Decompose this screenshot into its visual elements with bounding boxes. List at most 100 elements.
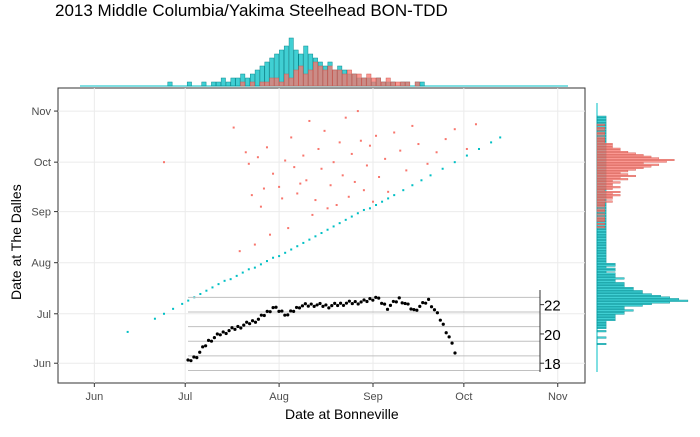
- scatter-point: [335, 204, 338, 207]
- scatter-point: [368, 144, 371, 147]
- temp-point: [424, 301, 428, 305]
- scatter-point: [284, 251, 287, 254]
- right-hist-bar: [596, 184, 613, 187]
- right-hist-bar: [596, 211, 607, 214]
- right-hist-bar: [596, 198, 605, 201]
- right-hist-bar: [596, 130, 607, 133]
- y-tick-label: Sep: [31, 207, 51, 219]
- temp-point: [315, 303, 319, 307]
- temp-point: [303, 302, 307, 306]
- scatter-point: [353, 180, 356, 183]
- panel-border: [57, 87, 586, 384]
- temp-point: [221, 330, 225, 334]
- right-hist-bar: [596, 174, 636, 177]
- temp-point: [212, 335, 217, 340]
- top-hist-bar: [264, 81, 270, 87]
- right-hist-bar: [596, 242, 607, 245]
- scatter-point: [344, 116, 347, 119]
- temp-point: [394, 300, 398, 304]
- temp-point: [227, 329, 231, 333]
- scatter-point: [126, 330, 129, 333]
- right-hist-bar: [596, 126, 605, 129]
- top-hist-bar: [250, 81, 255, 87]
- right-hist-bar: [596, 173, 629, 176]
- top-hist-bar: [390, 81, 396, 87]
- right-hist-bar: [596, 253, 607, 256]
- right-hist-bar: [596, 179, 613, 182]
- x-axis-label: Date at Bonneville: [285, 406, 399, 422]
- right-hist-bar: [596, 272, 616, 275]
- scatter-point: [356, 212, 359, 215]
- scatter-point: [368, 207, 371, 210]
- scatter-point: [402, 189, 405, 192]
- right-hist-bar: [596, 158, 675, 161]
- scatter-point: [387, 197, 390, 200]
- right-hist-bar: [596, 142, 613, 145]
- right-hist-bar: [596, 317, 616, 320]
- top-hist-bar: [351, 73, 357, 87]
- right-hist-bar: [596, 213, 605, 216]
- top-hist-bar: [337, 69, 343, 87]
- right-hist-bar: [596, 295, 661, 298]
- scatter-point: [420, 179, 423, 182]
- x-tick-label: Jul: [178, 391, 192, 403]
- scatter-point: [405, 169, 408, 172]
- scatter-point: [296, 192, 299, 195]
- temp-point: [362, 298, 366, 302]
- temp-point: [356, 302, 360, 306]
- scatter-point: [429, 174, 432, 177]
- right-hist-bar: [596, 229, 607, 232]
- right-hist-bar: [596, 155, 652, 158]
- top-hist-bar: [240, 81, 246, 87]
- scatter-point: [223, 279, 226, 282]
- right-hist-bar: [596, 248, 607, 251]
- scatter-point: [253, 266, 256, 269]
- right-hist-bar: [596, 208, 605, 211]
- grid-lines: [58, 88, 585, 383]
- y-tick-label: Jun: [33, 358, 51, 370]
- temp-point: [253, 320, 258, 324]
- temp-point: [353, 299, 357, 304]
- scatter-point: [163, 161, 166, 164]
- temp-point: [391, 299, 395, 304]
- temp-point: [368, 297, 372, 301]
- right-hist-bar: [596, 214, 607, 217]
- temp-point: [256, 317, 261, 321]
- temp-point: [421, 300, 425, 305]
- temp-point: [192, 355, 196, 359]
- right-hist-bar: [596, 269, 616, 272]
- temp-tick-label: 18: [544, 356, 561, 373]
- top-hist-bar: [201, 81, 207, 87]
- right-hist-bar: [596, 266, 607, 269]
- right-hist-bar: [596, 250, 607, 253]
- temp-point: [230, 326, 234, 330]
- right-hist-bar: [596, 218, 605, 221]
- scatter-point: [296, 245, 299, 248]
- temp-point: [347, 299, 351, 303]
- scatter-point: [317, 147, 320, 150]
- scatter-point: [278, 185, 281, 188]
- right-hist-bar: [596, 291, 643, 294]
- right-hist-bar: [596, 202, 605, 205]
- right-hist-bar: [596, 235, 607, 238]
- x-tick-label: Sep: [363, 391, 383, 403]
- right-hist-bar: [596, 267, 616, 270]
- right-hist-bar: [596, 152, 636, 155]
- temp-point: [300, 304, 305, 308]
- right-hist-bar: [596, 323, 607, 326]
- scatter-point: [320, 232, 323, 235]
- temp-point: [306, 304, 310, 308]
- right-hist-bar: [596, 194, 621, 197]
- top-hist-bar: [245, 77, 250, 87]
- right-hist-bar: [596, 246, 607, 249]
- temp-point: [365, 299, 369, 304]
- scatter-point: [199, 293, 202, 296]
- right-hist-bar: [596, 222, 605, 225]
- scatter-point: [229, 278, 232, 281]
- top-hist-bar: [342, 73, 347, 87]
- scatter-point: [256, 156, 259, 159]
- right-hist-bar: [596, 288, 634, 291]
- top-hist-bar: [279, 49, 284, 87]
- temp-point: [447, 335, 451, 339]
- temp-point: [201, 345, 205, 349]
